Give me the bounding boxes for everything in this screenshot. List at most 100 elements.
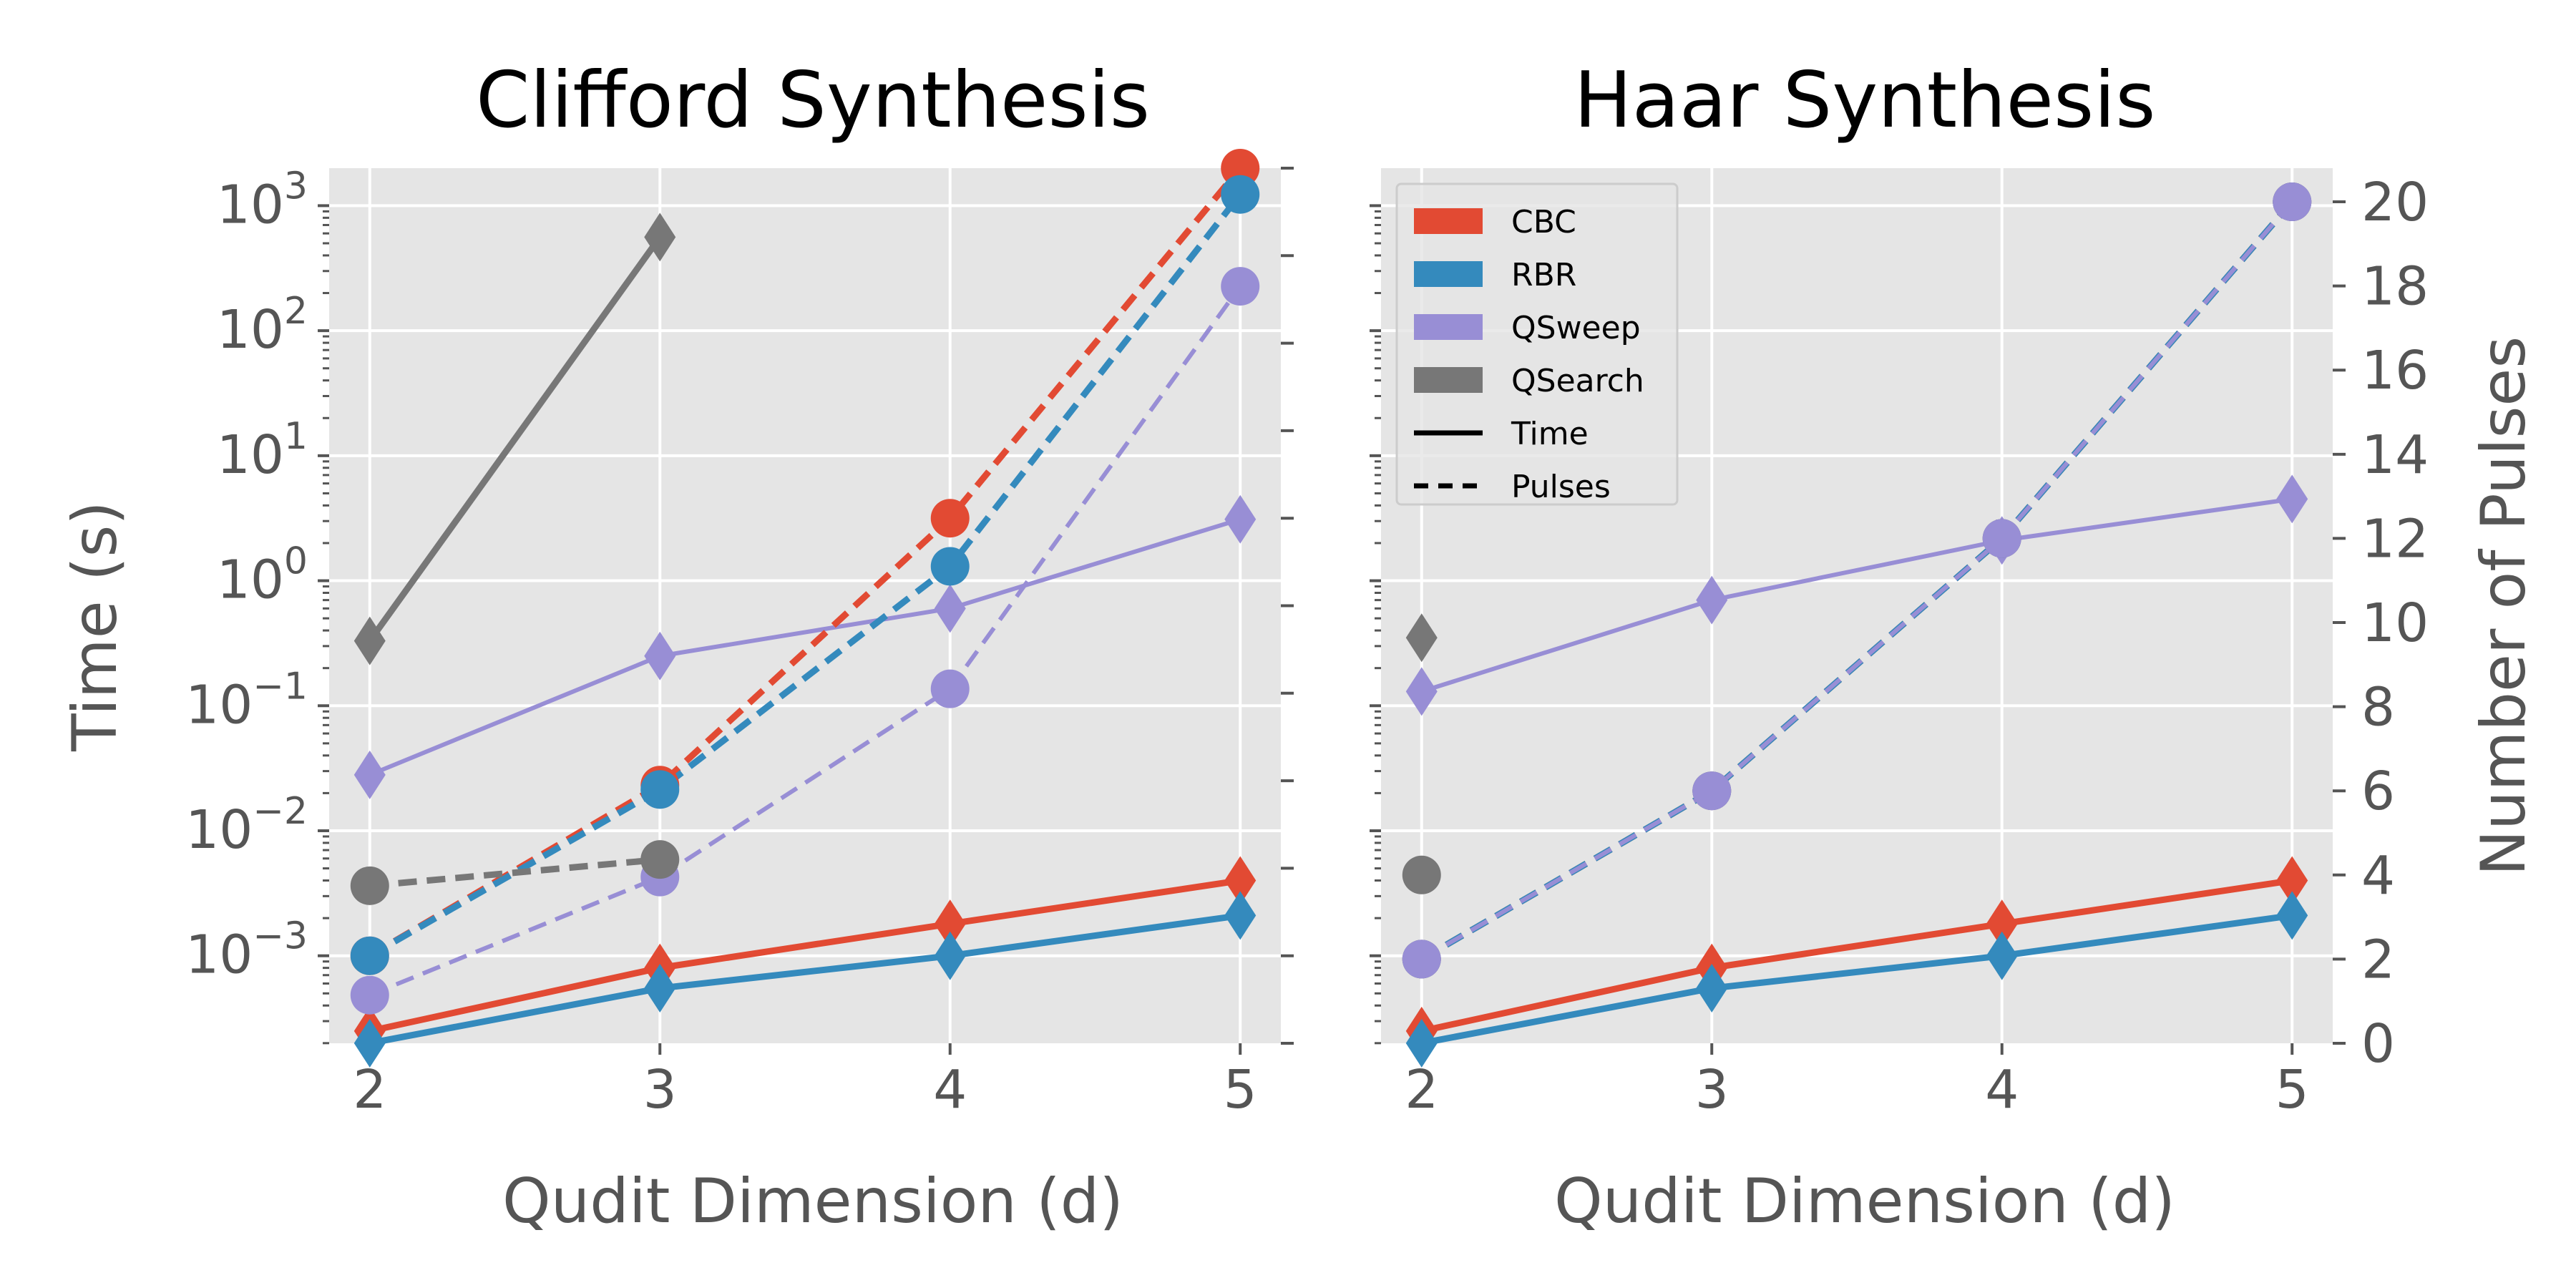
x-tick-label: 3 [1695, 1059, 1729, 1121]
series-lines [367, 166, 1243, 1047]
rbr-time-point [1224, 891, 1257, 940]
plot-background [329, 168, 1281, 1043]
rbr-pulses-point [1221, 175, 1260, 214]
cbc-time-point [934, 899, 966, 949]
qsearch-time-line [367, 235, 663, 643]
y-tick-label: 102 [217, 290, 308, 361]
y-tick-label: 103 [217, 165, 308, 235]
qsearch-pulses-point [1402, 855, 1441, 894]
cbc-time-point [2276, 856, 2308, 905]
legend-swatch-qsweep [1414, 314, 1483, 340]
qsweep-time-line [1420, 497, 2293, 694]
x-tick-label: 4 [1985, 1059, 2019, 1121]
legend-label: Pulses [1511, 469, 1611, 505]
cbc-time-line [369, 877, 1241, 1035]
rbr-time-point [1696, 964, 1728, 1013]
rbr-time-point [353, 1018, 386, 1068]
cbc-time-point [1224, 856, 1257, 905]
qsweep-pulses-point [1402, 940, 1441, 979]
haar-synthesis-panel: 0 2 4 6 8 10 12 14 16 18 20 2 3 4 5 CBC RBR QSweep QSearch… [1370, 56, 2540, 1237]
rbr-time-line [1420, 912, 2293, 1047]
qsweep-time-point [2276, 474, 2308, 524]
qsearch-time-point [1405, 613, 1438, 663]
qsweep-time-point [1696, 575, 1728, 625]
qsweep-pulses-point [1221, 267, 1260, 306]
rbr-time-point [2276, 891, 2308, 940]
rbr-pulses-line [368, 192, 1243, 959]
legend-label: QSearch [1511, 363, 1644, 399]
qsweep-pulses-point [350, 975, 389, 1015]
x-tick-label: 5 [2275, 1059, 2309, 1121]
y2-tick-label: 20 [2361, 172, 2429, 233]
y-tick-label: 10−2 [185, 790, 308, 861]
y2-tick-label: 14 [2361, 424, 2429, 486]
y2-tick-label: 2 [2361, 929, 2395, 990]
y-tick-label: 101 [217, 415, 308, 486]
y-tick-label: 10−3 [185, 915, 308, 986]
qsearch-time-point [353, 616, 386, 665]
qsweep-time-line [369, 517, 1241, 777]
qsweep-pulses-line [369, 285, 1242, 997]
qsweep-time-point [644, 631, 676, 680]
qsweep-pulses-point [930, 669, 970, 708]
qsweep-pulses-point [1982, 519, 2021, 558]
qsearch-time-point [644, 213, 676, 262]
legend: CBC RBR QSweep QSearch Time Pulses [1395, 182, 1679, 506]
cbc-time-line [1420, 877, 2293, 1035]
rbr-time-point [1986, 931, 2018, 980]
legend-label: Time [1511, 416, 1589, 452]
qsearch-pulses-line [369, 856, 660, 889]
x-axis-label: Qudit Dimension (d) [502, 1166, 1123, 1237]
legend-swatch-rbr [1414, 261, 1483, 287]
rbr-time-point [934, 931, 966, 980]
legend-label: RBR [1511, 257, 1576, 293]
y2-axis-label: Number of Pulses [2468, 336, 2540, 876]
y-axis-label: Time (s) [59, 501, 131, 752]
x-axis-label: Qudit Dimension (d) [1554, 1166, 2175, 1237]
y-tick-label: 10−1 [185, 665, 308, 736]
chart-title: Clifford Synthesis [476, 56, 1150, 145]
qsearch-pulses-point [640, 840, 680, 879]
qsweep-time-point [353, 750, 386, 799]
y2-tick-label: 16 [2361, 340, 2429, 401]
cbc-pulses-point [930, 499, 970, 538]
y2-tick-label: 4 [2361, 845, 2395, 907]
qsweep-time-point [934, 584, 966, 633]
y2-tick-label: 12 [2361, 508, 2429, 570]
series-lines [1420, 200, 2295, 1047]
y2-tick-label: 10 [2361, 592, 2429, 654]
y2-tick-label: 0 [2361, 1013, 2395, 1075]
qsweep-pulses-point [1692, 771, 1732, 811]
rbr-pulses-point [930, 547, 970, 586]
rbr-pulses-point [640, 770, 680, 809]
x-tick-label: 3 [643, 1059, 677, 1121]
qsearch-pulses-point [350, 866, 389, 905]
x-tick-label: 2 [353, 1059, 386, 1121]
qsweep-time-point [1224, 494, 1257, 544]
cbc-time-point [1986, 899, 2018, 949]
y2-tick-label: 6 [2361, 761, 2395, 822]
y2-tick-label: 8 [2361, 677, 2395, 738]
qsweep-pulses-line [1420, 200, 2294, 961]
legend-swatch-cbc [1414, 208, 1483, 234]
y2-tick-label: 18 [2361, 256, 2429, 318]
rbr-time-point [1405, 1018, 1438, 1068]
legend-label: QSweep [1511, 310, 1641, 346]
x-tick-label: 4 [933, 1059, 967, 1121]
series-markers [1402, 182, 2312, 1068]
clifford-synthesis-panel: 10−3 10−2 10−1 100 101 102 103 2 3 4 5 Clifford Sy… [59, 56, 1294, 1237]
series-markers [350, 149, 1260, 1068]
legend-swatch-qsearch [1414, 367, 1483, 393]
rbr-pulses-point [350, 936, 389, 975]
cbc-pulses-line [368, 166, 1243, 959]
rbr-time-line [369, 912, 1241, 1047]
rbr-time-point [644, 964, 676, 1013]
y-tick-label: 100 [217, 540, 308, 611]
x-tick-label: 5 [1224, 1059, 1257, 1121]
qsweep-time-point [1405, 667, 1438, 716]
chart-title: Haar Synthesis [1574, 56, 2155, 145]
legend-label: CBC [1511, 204, 1576, 240]
x-tick-label: 2 [1405, 1059, 1438, 1121]
qsweep-pulses-point [2273, 182, 2312, 222]
